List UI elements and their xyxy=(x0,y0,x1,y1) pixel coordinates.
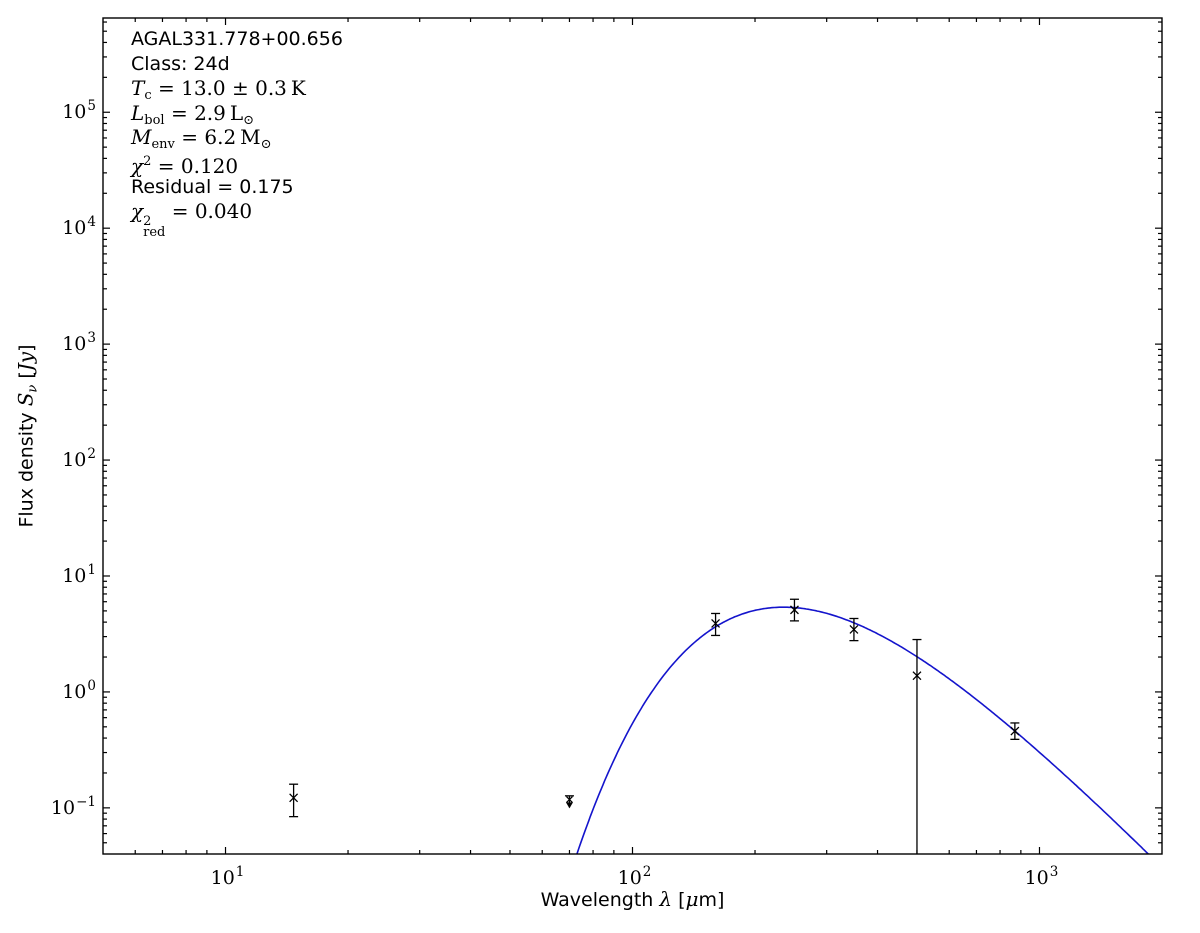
data-point-350um xyxy=(849,617,859,642)
envelope-mass: Menv = 6.2 M⊙ xyxy=(131,125,272,153)
x-marker xyxy=(1010,726,1020,736)
x-tick-label: 101 xyxy=(211,864,245,889)
x-marker xyxy=(289,793,299,803)
y-tick-label: 10−1 xyxy=(51,794,96,819)
superscript-subscript-stack: 2 red xyxy=(143,214,166,241)
x-tick-label: 103 xyxy=(1025,864,1059,889)
y-tick-label: 105 xyxy=(62,98,96,123)
fit-curve xyxy=(576,606,1150,854)
x-marker xyxy=(565,796,573,803)
x-marker xyxy=(789,605,799,615)
source-name: AGAL331.778+00.656 xyxy=(131,28,343,50)
x-marker xyxy=(912,671,922,681)
upper-limit-arrow-icon xyxy=(565,802,573,809)
y-tick-label: 103 xyxy=(62,330,96,355)
data-point-250um xyxy=(789,598,799,622)
data-point-70um xyxy=(564,795,574,809)
residual: Residual = 0.175 xyxy=(131,175,294,198)
temperature: Tc = 13.0 ± 0.3 K xyxy=(131,76,306,104)
data-point-160um xyxy=(711,612,721,637)
y-axis-label: Flux density Sν [Jy] xyxy=(13,344,41,528)
data-point-870um xyxy=(1010,722,1020,740)
x-marker xyxy=(849,624,859,634)
class-label: Class: 24d xyxy=(131,52,230,75)
chi-squared: χ2 = 0.120 xyxy=(131,153,239,178)
y-tick-label: 104 xyxy=(62,214,96,239)
x-marker xyxy=(711,618,721,628)
y-tick-label: 100 xyxy=(62,678,96,703)
luminosity: Lbol = 2.9 L⊙ xyxy=(131,100,255,128)
x-axis-label: Wavelength λ [μm] xyxy=(540,887,725,911)
data-point-14.7um xyxy=(289,783,299,818)
data-point-500um xyxy=(912,638,922,854)
annotation-box: AGAL331.778+00.656 Class: 24d Tc = 13.0 ± … xyxy=(131,27,343,241)
y-tick-label: 102 xyxy=(62,446,96,471)
chi-squared-reduced: χ 2 red = 0.040 xyxy=(131,199,253,241)
y-tick-label: 101 xyxy=(62,562,96,587)
x-tick-label: 102 xyxy=(618,864,652,889)
